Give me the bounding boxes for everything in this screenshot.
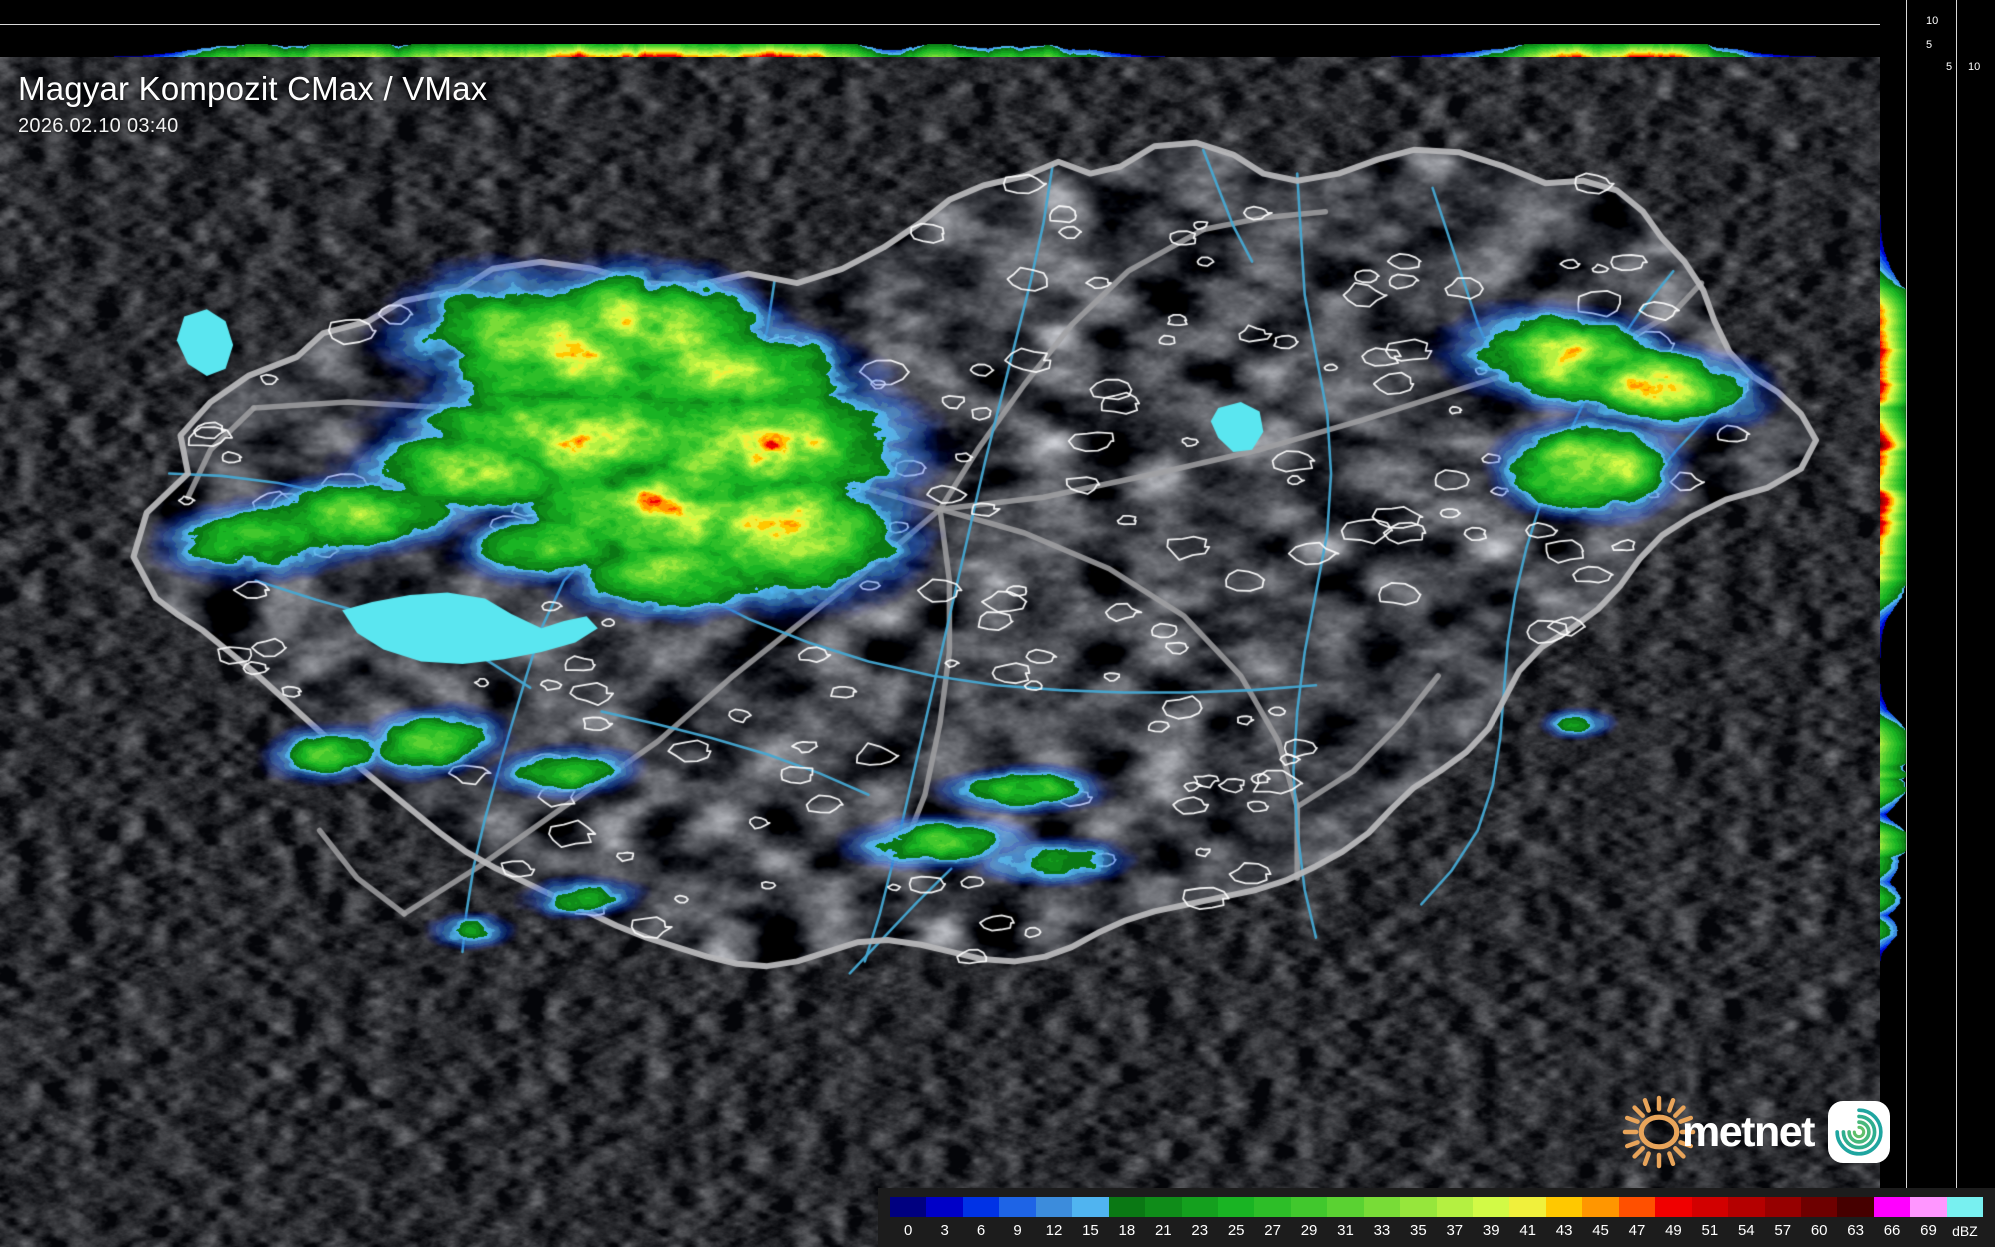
legend-swatch	[1035, 1197, 1073, 1217]
legend-tick: 39	[1482, 1222, 1500, 1239]
logo-wordmark: metnet	[1682, 1107, 1815, 1156]
legend-swatch	[999, 1197, 1036, 1217]
legend-tick: 3	[940, 1222, 949, 1239]
axis-label-vertical-10: 10	[1926, 15, 1939, 27]
legend-tick: 18	[1118, 1222, 1136, 1239]
legend-tick: 15	[1082, 1222, 1099, 1239]
legend-tick-labels: 0 3 6 9 12 15 18 21 23 25 27 29 31 33 35 37 39 41 43 45 47 49…	[890, 1220, 1983, 1242]
legend-swatch	[1837, 1197, 1874, 1217]
legend-tick: 9	[1013, 1222, 1022, 1239]
legend-tick: 54	[1737, 1222, 1755, 1239]
legend-swatch	[1217, 1197, 1255, 1217]
legend-tick: 49	[1665, 1222, 1682, 1239]
legend-tick: 37	[1446, 1222, 1464, 1239]
legend-swatch	[1800, 1197, 1838, 1217]
legend-swatch	[1327, 1197, 1364, 1217]
legend-swatch	[1436, 1197, 1473, 1217]
legend-tick: 25	[1227, 1222, 1245, 1239]
legend-tick: 33	[1373, 1222, 1391, 1239]
page-title: Magyar Kompozit CMax / VMax	[18, 70, 488, 107]
legend-tick: 23	[1191, 1222, 1209, 1239]
legend-swatch	[1910, 1197, 1947, 1217]
legend-tick: 51	[1701, 1222, 1719, 1239]
legend-tick: 69	[1920, 1222, 1937, 1239]
legend-swatch	[1400, 1197, 1437, 1217]
legend-swatch	[1764, 1197, 1801, 1217]
legend-tick: 0	[904, 1222, 913, 1239]
legend-unit: dBZ	[1952, 1223, 1978, 1239]
legend-swatch	[1655, 1197, 1692, 1217]
logo-mark	[1827, 1101, 1890, 1163]
legend-swatch	[1108, 1197, 1146, 1217]
right-echo-profile	[1880, 0, 1995, 1247]
legend-tick: 63	[1847, 1222, 1864, 1239]
radar-map-right-extension[interactable]	[1495, 57, 1880, 1247]
legend-swatch	[1473, 1197, 1510, 1217]
cross-section-axis-labels: 10 5 5 10	[1880, 0, 1995, 73]
legend-tick: 31	[1337, 1222, 1354, 1239]
legend-swatch	[1873, 1197, 1911, 1217]
axis-label-horizontal-10: 10	[1968, 61, 1981, 73]
legend-swatch	[1509, 1197, 1546, 1217]
legend-tick: 60	[1810, 1222, 1828, 1239]
legend-swatch	[1582, 1197, 1619, 1217]
radar-map-canvas[interactable]	[0, 57, 1495, 1247]
legend-tick: 41	[1519, 1222, 1536, 1239]
legend-swatch	[962, 1197, 1000, 1217]
legend-tick: 21	[1154, 1222, 1172, 1239]
radar-map-right-canvas[interactable]	[1495, 57, 1880, 1247]
legend-tick: 27	[1264, 1222, 1281, 1239]
legend-swatch	[926, 1197, 963, 1217]
legend-tick: 57	[1774, 1222, 1792, 1239]
spiral-icon	[1835, 1108, 1883, 1156]
metnet-logo[interactable]: metnet	[1622, 1095, 1890, 1169]
legend-swatch	[890, 1197, 927, 1217]
legend-tick: 6	[976, 1222, 986, 1239]
timestamp: 2026.02.10 03:40	[18, 115, 179, 137]
vmax-vertical-cross-section-panel	[1880, 0, 1995, 1247]
legend-swatch	[1290, 1197, 1328, 1217]
legend-swatch	[1946, 1197, 1984, 1217]
legend-color-bar	[890, 1197, 1984, 1217]
dbz-color-scale-legend: 0 3 6 9 12 15 18 21 23 25 27 29 31 33 35 37 39 41 43 45 47 49…	[878, 1188, 1995, 1247]
legend-swatch	[1254, 1197, 1291, 1217]
legend-swatch	[1545, 1197, 1583, 1217]
legend-tick: 43	[1555, 1222, 1573, 1239]
legend-tick: 47	[1628, 1222, 1646, 1239]
top-echo-profile	[0, 44, 1880, 57]
sun-icon	[1622, 1095, 1696, 1169]
legend-swatch	[1181, 1197, 1218, 1217]
legend-swatch	[1618, 1197, 1656, 1217]
legend-swatch	[1072, 1197, 1109, 1217]
legend-tick: 29	[1300, 1222, 1318, 1239]
cmax-horizontal-cross-section-panel	[0, 0, 1880, 57]
legend-swatch	[1145, 1197, 1182, 1217]
legend-tick: 12	[1045, 1222, 1063, 1239]
axis-label-vertical-5: 5	[1926, 39, 1933, 51]
legend-tick: 66	[1883, 1222, 1901, 1239]
axis-label-horizontal-5: 5	[1946, 61, 1953, 73]
legend-swatch	[1691, 1197, 1729, 1217]
legend-tick: 45	[1592, 1222, 1609, 1239]
legend-swatch	[1728, 1197, 1765, 1217]
radar-map[interactable]	[0, 57, 1495, 1247]
legend-swatch	[1363, 1197, 1401, 1217]
title-block: Magyar Kompozit CMax / VMax 2026.02.10 0…	[18, 70, 487, 138]
legend-tick: 35	[1410, 1222, 1427, 1239]
cross-section-gridline-10km	[0, 24, 1880, 25]
